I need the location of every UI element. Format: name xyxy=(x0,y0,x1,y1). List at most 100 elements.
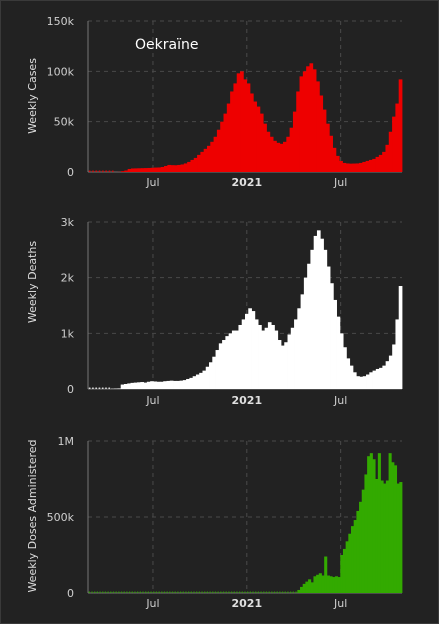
bar xyxy=(296,91,300,172)
bar xyxy=(375,479,379,593)
bar xyxy=(399,482,403,593)
y-tick-label: 1M xyxy=(58,435,75,448)
bar xyxy=(393,465,398,593)
bar xyxy=(287,334,292,389)
bar xyxy=(160,166,165,172)
bar xyxy=(355,163,360,172)
bar xyxy=(273,140,277,172)
bar xyxy=(143,382,148,389)
y-tick-label: 100k xyxy=(47,65,75,78)
bar xyxy=(281,591,284,593)
bar xyxy=(352,372,357,389)
bar xyxy=(361,489,365,593)
bar xyxy=(177,164,181,172)
bar xyxy=(292,591,294,593)
y-tick-label: 1k xyxy=(61,327,75,340)
y-axis-label: Weekly Deaths xyxy=(26,241,39,323)
bar xyxy=(258,324,262,389)
bar xyxy=(309,63,314,172)
x-tick-label: Jul xyxy=(333,597,347,610)
bar xyxy=(254,319,259,389)
y-tick-label: 50k xyxy=(54,116,75,129)
bar xyxy=(377,453,381,593)
bar xyxy=(210,141,214,172)
bar xyxy=(118,591,120,593)
bar xyxy=(204,591,206,593)
bar xyxy=(284,591,286,593)
bar xyxy=(310,582,314,593)
bar xyxy=(289,591,292,593)
bar xyxy=(343,347,347,389)
bar xyxy=(261,330,266,389)
bar xyxy=(349,163,353,172)
bar xyxy=(368,159,373,172)
bar xyxy=(198,591,201,593)
bar xyxy=(249,591,252,593)
bar xyxy=(252,591,254,593)
bar xyxy=(332,147,337,172)
bar xyxy=(372,158,376,172)
bar xyxy=(334,576,338,593)
bar xyxy=(134,591,136,593)
bar xyxy=(212,356,216,389)
bar xyxy=(356,510,360,593)
bar xyxy=(329,576,333,593)
bar xyxy=(197,154,201,172)
bar xyxy=(353,520,357,593)
bar xyxy=(108,170,111,172)
bar xyxy=(321,575,325,593)
bar xyxy=(104,591,107,593)
bar xyxy=(292,111,297,172)
bar xyxy=(263,123,267,172)
bar xyxy=(330,283,334,389)
bar xyxy=(244,591,246,593)
bar xyxy=(260,591,262,593)
bar xyxy=(112,591,115,593)
bar xyxy=(92,387,94,389)
bar xyxy=(380,480,384,593)
bar xyxy=(236,73,241,172)
bar xyxy=(88,170,91,172)
bar xyxy=(322,109,327,172)
bar xyxy=(176,380,180,389)
bar xyxy=(348,533,352,593)
bar xyxy=(193,591,195,593)
bar xyxy=(253,101,257,172)
bar xyxy=(238,591,241,593)
bar xyxy=(110,591,112,593)
bar xyxy=(201,591,203,593)
bar xyxy=(235,330,239,389)
bar xyxy=(290,327,295,389)
bar xyxy=(150,381,154,389)
bar xyxy=(241,319,246,389)
y-tick-label: 150k xyxy=(47,15,75,28)
bar xyxy=(150,591,152,593)
bar xyxy=(185,591,187,593)
bar xyxy=(263,591,265,593)
bar xyxy=(320,238,324,389)
bar xyxy=(382,365,387,389)
bar xyxy=(120,384,125,389)
bar xyxy=(137,168,142,172)
bar xyxy=(385,480,389,593)
bar xyxy=(365,160,370,172)
bar xyxy=(88,591,91,593)
bar xyxy=(200,151,205,172)
bar xyxy=(180,164,185,172)
bar xyxy=(345,541,349,593)
bar xyxy=(98,170,101,172)
bar xyxy=(230,91,234,172)
bar xyxy=(333,299,337,389)
bar xyxy=(99,591,101,593)
bar xyxy=(297,308,302,389)
bar xyxy=(186,378,190,389)
bar xyxy=(342,162,347,172)
bar xyxy=(193,157,198,172)
bar xyxy=(150,167,155,172)
bar xyxy=(117,388,122,389)
bar xyxy=(359,376,364,389)
bar xyxy=(248,308,252,389)
x-tick-label: 2021 xyxy=(231,597,262,610)
bar xyxy=(325,123,330,172)
bar xyxy=(88,387,91,389)
